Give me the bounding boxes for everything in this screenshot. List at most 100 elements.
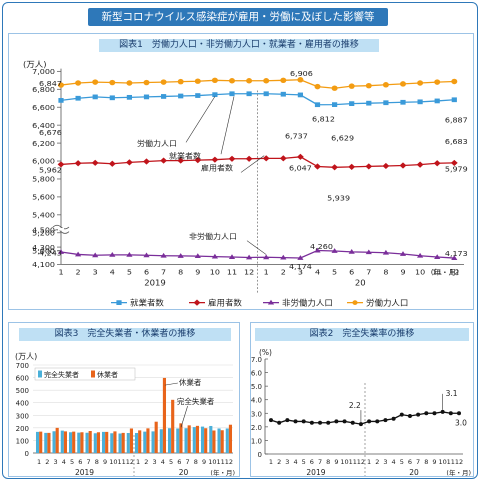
data-point: [57, 249, 65, 254]
data-point: [177, 253, 184, 258]
bar-unemployed: [184, 428, 188, 453]
y-tick-label: 500: [16, 387, 29, 395]
data-point: [367, 419, 372, 424]
bar-furlough: [105, 431, 109, 453]
data-point: [293, 419, 298, 424]
bar-unemployed: [93, 433, 97, 453]
legend-label: 就業者数: [130, 298, 164, 308]
legend-label: 休業者: [97, 370, 118, 379]
x-tick-label: 1: [58, 268, 63, 277]
data-point: [277, 420, 282, 425]
label-emp-may: 6,629: [331, 134, 354, 143]
data-point: [326, 420, 331, 425]
callout-furlough: 休業者: [179, 377, 202, 387]
data-point: [177, 78, 184, 85]
bar-furlough: [63, 431, 68, 453]
x-tick-label: 9: [103, 458, 107, 466]
x-tick-label: 7: [366, 268, 371, 277]
y-tick-label: 4,100: [32, 260, 55, 269]
data-point: [126, 94, 132, 100]
data-point: [92, 79, 99, 85]
bar-furlough: [171, 399, 175, 453]
data-point: [434, 79, 441, 85]
data-point: [143, 79, 150, 86]
data-point: [177, 157, 185, 164]
data-point: [314, 83, 321, 90]
chart3-panel: 図表3 完全失業者・休業者の推移 (万人) 0 100 200 300 400 500 600…: [8, 322, 240, 477]
data-point: [263, 254, 270, 260]
y-tick-label: 0: [25, 450, 29, 458]
x-tick-label: 3: [54, 458, 58, 466]
chart1-title: 図表1 労働力人口・非労働力人口・就業者・雇用者の推移: [99, 39, 379, 52]
data-point: [143, 252, 150, 258]
x-tick-label: 5: [127, 268, 132, 277]
x-tick-label: 6: [177, 458, 181, 466]
x-tick-label: 6: [310, 458, 314, 466]
data-point: [451, 97, 457, 103]
bar-furlough: [129, 428, 134, 453]
data-point: [263, 78, 270, 84]
data-point: [400, 99, 406, 105]
data-point: [211, 156, 219, 163]
bar-furlough: [187, 425, 191, 453]
data-point: [399, 412, 404, 417]
chart2-panel: 図表2 完全失業率の推移 (%) 0 1.0 2.0 3.0 4.0 5.0 6.0 7.0 1 2…: [250, 322, 474, 477]
callout-furlough-line: [164, 382, 178, 386]
data-point: [161, 94, 167, 99]
bar-unemployed: [200, 426, 205, 453]
series-line-3: [60, 249, 455, 259]
label-lf-first: 6,847: [39, 79, 62, 88]
data-point: [194, 253, 201, 258]
legend-box: [34, 367, 136, 381]
bar-unemployed: [209, 425, 213, 453]
year-label-2020: 20: [409, 468, 419, 476]
year-label-2019: 2019: [306, 468, 325, 476]
x-tick-label: 2: [281, 268, 286, 277]
x-tick-label: 12: [225, 458, 233, 466]
data-point: [440, 409, 445, 414]
data-point: [297, 153, 304, 160]
data-point: [246, 91, 252, 97]
bar-unemployed: [110, 433, 114, 453]
x-tick-label: 4: [315, 268, 320, 277]
data-point: [318, 420, 323, 425]
bar-furlough: [88, 431, 92, 453]
callout-lf: 労働力人口: [137, 138, 177, 148]
data-point: [92, 252, 99, 258]
legend-label: 非労働力人口: [282, 298, 333, 308]
x-tick-label: 7: [318, 458, 322, 466]
data-point: [399, 162, 407, 169]
legend-marker: [352, 300, 358, 305]
data-point: [334, 419, 339, 424]
data-point: [228, 254, 236, 259]
label-emp-mar: 6,737: [285, 132, 308, 141]
x-tick-label: 6: [144, 268, 149, 277]
x-tick-label: 10: [439, 458, 447, 466]
y-tick-label: 400: [16, 400, 29, 408]
data-point: [194, 78, 201, 84]
data-point: [126, 80, 133, 86]
data-point: [279, 155, 287, 162]
data-point: [297, 255, 304, 260]
x-tick-label: 11: [447, 458, 455, 466]
bar-unemployed: [101, 431, 106, 453]
data-point: [391, 416, 396, 421]
year-label-2019: 2019: [144, 278, 166, 288]
x-tick-label: 10: [210, 268, 220, 277]
data-point: [285, 418, 290, 423]
x-tick-label: 6: [408, 458, 412, 466]
data-point: [228, 155, 236, 162]
x-tick-label: 1: [136, 458, 140, 466]
x-tick-label: 11: [227, 268, 237, 277]
data-point: [108, 160, 116, 167]
x-tick-label: 8: [194, 458, 198, 466]
chart3-unit: (万人): [15, 352, 37, 361]
data-point: [450, 159, 458, 167]
x-tick-label: 10: [208, 458, 216, 466]
series-line-2: [60, 156, 455, 168]
bar-unemployed: [217, 428, 221, 453]
data-point: [75, 251, 82, 257]
x-tick-label: 12: [126, 458, 134, 466]
x-tick-label: 8: [424, 458, 428, 466]
